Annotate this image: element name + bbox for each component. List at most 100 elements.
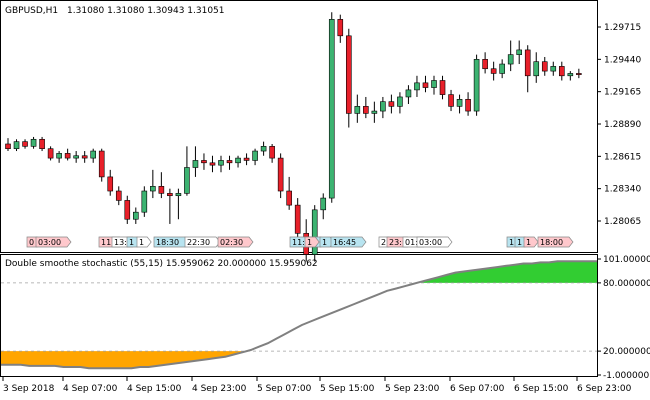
candle <box>184 146 190 196</box>
symbol-caption: GBPUSD,H1 1.31080 1.31080 1.30943 1.3105… <box>5 6 225 16</box>
candle-body <box>490 68 497 74</box>
candle-body <box>39 138 45 149</box>
candle-body <box>90 150 96 159</box>
symbol-name: GBPUSD,H1 <box>5 6 58 16</box>
candle <box>124 195 131 224</box>
candle <box>201 153 207 170</box>
candle <box>328 12 335 203</box>
candle-body <box>405 89 412 98</box>
session-tag: 18:30 <box>153 236 190 248</box>
candle-body <box>192 160 199 168</box>
candle-body <box>380 101 386 112</box>
candle <box>414 75 420 97</box>
candle-body <box>141 190 148 213</box>
candle-body <box>320 197 327 211</box>
candle-body <box>371 110 378 114</box>
candle <box>363 96 369 119</box>
candle-body <box>448 94 454 107</box>
candle-body <box>269 146 275 159</box>
candle <box>405 85 412 105</box>
candle-body <box>107 176 114 192</box>
candle-body <box>550 66 557 72</box>
candle-body <box>311 209 318 255</box>
candle-body <box>286 190 292 206</box>
candle <box>158 172 165 199</box>
indicator-label: 101.000000 <box>603 255 650 265</box>
candle <box>115 186 122 206</box>
session-tag-pill <box>217 236 254 248</box>
candle-body <box>73 155 79 159</box>
candle-body <box>115 190 122 201</box>
candle-body <box>499 63 505 74</box>
session-tag-label: 03:00 <box>419 238 442 247</box>
candle-body <box>201 160 207 164</box>
session-tag-label: 02:30 <box>220 238 243 247</box>
candle-body <box>516 49 523 55</box>
session-tag: 16:45 <box>330 236 367 248</box>
time-label: 5 Sep 07:00 <box>257 384 312 394</box>
candle <box>5 138 11 152</box>
candle <box>567 71 574 81</box>
candle-body <box>158 186 165 194</box>
session-tag-label: 1 <box>517 238 522 247</box>
indicator-axis: 101.000000 80.000000 20.000000 -1.000000 <box>597 255 650 381</box>
candle-body <box>133 211 139 220</box>
candle <box>337 14 344 43</box>
candle <box>64 148 71 161</box>
candle <box>422 75 429 93</box>
session-tag-label: 01: <box>405 238 418 247</box>
candle <box>541 56 548 76</box>
candle <box>226 155 233 170</box>
session-tag-pill <box>136 236 152 248</box>
stochastic-fills <box>1 261 597 369</box>
candle-body <box>260 146 267 152</box>
session-tags: 0 03:00 11: 13: 1 1 18:30 22:30 02:30 11:301 1 16:4… <box>26 236 574 248</box>
time-label: 3 Sep 2018 <box>3 384 55 394</box>
candle <box>576 68 582 79</box>
session-tag-label: 22:30 <box>187 238 210 247</box>
candle <box>345 28 352 128</box>
candle <box>516 40 523 65</box>
candle <box>482 52 488 74</box>
candle-body <box>243 157 250 161</box>
candle-body <box>465 99 471 112</box>
candle <box>56 151 62 163</box>
session-tag-pill <box>416 236 453 248</box>
candle <box>550 61 557 76</box>
candle <box>397 92 403 114</box>
candle <box>277 153 284 199</box>
candle-body <box>98 150 105 178</box>
time-label: 4 Sep 23:00 <box>192 384 247 394</box>
session-tag-label: 1 <box>526 238 531 247</box>
candle <box>98 148 105 182</box>
candle-body <box>209 162 216 166</box>
session-tag: 02:30 <box>217 236 254 248</box>
price-label: 1.29715 <box>604 23 641 33</box>
candle <box>235 155 241 168</box>
candle-body <box>81 155 88 159</box>
session-tag-label: 23: <box>389 238 402 247</box>
session-tag-label: 18:30 <box>156 238 179 247</box>
candle <box>499 59 505 79</box>
time-label: 6 Sep 23:00 <box>577 384 632 394</box>
session-tag-label: 11:30 <box>292 238 315 247</box>
candle <box>311 205 318 262</box>
candle-body <box>5 143 11 149</box>
candle <box>294 198 301 239</box>
candle-body <box>235 157 241 164</box>
price-label: 1.28890 <box>604 120 641 130</box>
indicator-caption: Double smoothe stochastic (55,15) 15.959… <box>5 259 318 269</box>
candle-body <box>13 141 20 149</box>
session-tag-label: 13: <box>114 238 127 247</box>
candle <box>533 52 540 83</box>
candle-body <box>22 141 28 147</box>
session-tag-label: 1 <box>129 238 134 247</box>
candle-body <box>507 54 514 65</box>
time-label: 4 Sep 07:00 <box>63 384 118 394</box>
candle <box>507 40 514 72</box>
time-label: 5 Sep 15:00 <box>320 384 375 394</box>
session-tag-label: 1 <box>322 238 327 247</box>
price-label: 1.29165 <box>604 88 641 98</box>
